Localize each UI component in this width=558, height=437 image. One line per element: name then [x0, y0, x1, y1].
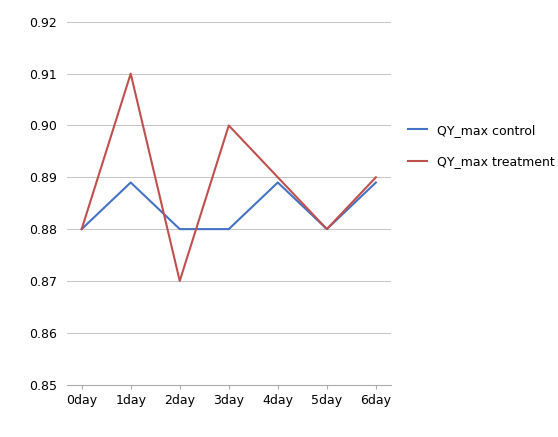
QY_max control	[324, 226, 330, 232]
QY_max control	[373, 180, 379, 185]
QY_max treatment	[176, 278, 183, 284]
QY_max treatment	[373, 175, 379, 180]
Line: QY_max treatment: QY_max treatment	[81, 74, 376, 281]
QY_max treatment	[78, 226, 85, 232]
QY_max treatment	[225, 123, 232, 128]
QY_max control	[78, 226, 85, 232]
QY_max control	[225, 226, 232, 232]
Legend: QY_max control, QY_max treatment: QY_max control, QY_max treatment	[403, 119, 558, 173]
QY_max control	[127, 180, 134, 185]
QY_max treatment	[275, 175, 281, 180]
QY_max treatment	[127, 71, 134, 76]
QY_max control	[176, 226, 183, 232]
QY_max control	[275, 180, 281, 185]
QY_max treatment	[324, 226, 330, 232]
Line: QY_max control: QY_max control	[81, 183, 376, 229]
